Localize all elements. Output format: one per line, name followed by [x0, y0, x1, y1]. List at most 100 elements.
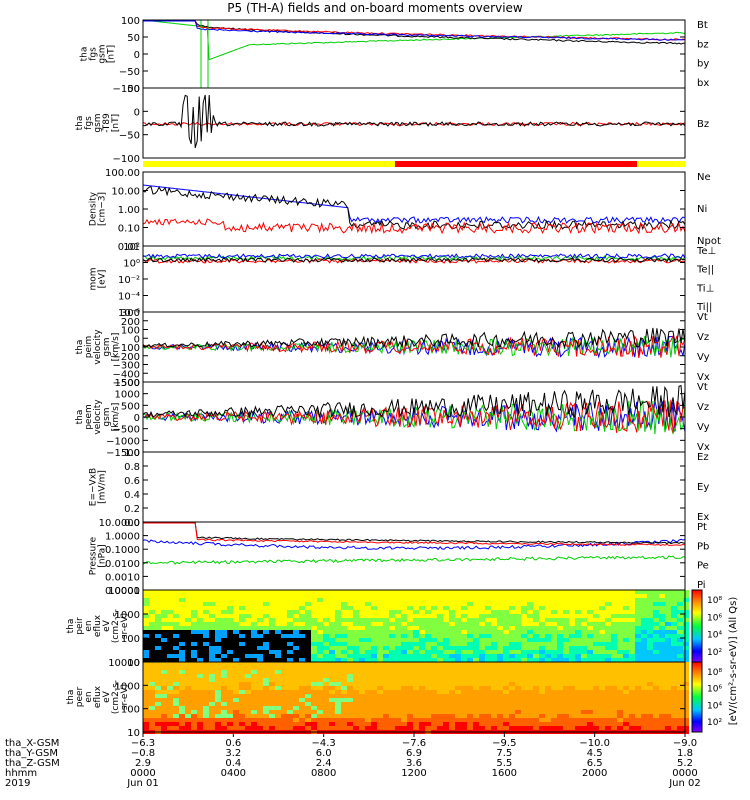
y-tick-label: 10000 — [108, 586, 140, 597]
spectrogram-cell — [275, 718, 281, 722]
spectrogram-cell — [605, 602, 611, 606]
spectrogram-cell — [167, 722, 173, 726]
spectrogram-cell — [281, 646, 287, 650]
spectrogram-cell — [497, 658, 503, 662]
spectrogram-cell — [323, 682, 329, 686]
spectrogram-cell — [173, 722, 179, 726]
spectrogram-cell — [455, 658, 461, 662]
spectrogram-cell — [521, 670, 527, 674]
spectrogram-cell — [299, 682, 305, 686]
spectrogram-cell — [407, 726, 413, 730]
spectrogram-cell — [245, 594, 251, 598]
spectrogram-cell — [167, 690, 173, 694]
spectrogram-cell — [581, 614, 587, 618]
spectrogram-cell — [365, 710, 371, 714]
spectrogram-cell — [629, 658, 635, 662]
spectrogram-cell — [449, 674, 455, 678]
spectrogram-cell — [425, 674, 431, 678]
spectrogram-cell — [299, 718, 305, 722]
spectrogram-cell — [407, 590, 413, 594]
spectrogram-cell — [185, 722, 191, 726]
spectrogram-cell — [647, 710, 653, 714]
spectrogram-cell — [257, 622, 263, 626]
spectrogram-cell — [659, 710, 665, 714]
spectrogram-cell — [371, 622, 377, 626]
spectrogram-cell — [263, 662, 269, 666]
spectrogram-cell — [569, 650, 575, 654]
spectrogram-cell — [599, 618, 605, 622]
spectrogram-cell — [365, 698, 371, 702]
spectrogram-cell — [527, 694, 533, 698]
spectrogram-cell — [665, 638, 671, 642]
spectrogram-cell — [401, 602, 407, 606]
spectrogram-cell — [539, 658, 545, 662]
spectrogram-cell — [203, 698, 209, 702]
spectrogram-cell — [149, 614, 155, 618]
spectrogram-cell — [623, 602, 629, 606]
spectrogram-cell — [491, 726, 497, 730]
spectrogram-cell — [155, 690, 161, 694]
spectrogram-cell — [221, 694, 227, 698]
spectrogram-cell — [491, 654, 497, 658]
spectrogram-cell — [671, 682, 677, 686]
spectrogram-cell — [185, 634, 191, 638]
spectrogram-cell — [431, 602, 437, 606]
spectrogram-cell — [641, 598, 647, 602]
legend-Npot: Npot — [697, 236, 721, 247]
spectrogram-cell — [449, 590, 455, 594]
spectrogram-cell — [257, 634, 263, 638]
spectrogram-cell — [521, 654, 527, 658]
spectrogram-cell — [437, 682, 443, 686]
spectrogram-cell — [143, 634, 149, 638]
spectrogram-cell — [539, 710, 545, 714]
spectrogram-cell — [479, 606, 485, 610]
spectrogram-cell — [203, 722, 209, 726]
spectrogram-cell — [323, 714, 329, 718]
spectrogram-cell — [443, 598, 449, 602]
spectrogram-cell — [455, 726, 461, 730]
spectrogram-cell — [503, 670, 509, 674]
spectrogram-cell — [203, 634, 209, 638]
spectrogram-cell — [461, 718, 467, 722]
spectrogram-cell — [215, 626, 221, 630]
spectrogram-cell — [263, 654, 269, 658]
spectrogram-cell — [167, 614, 173, 618]
spectrogram-cell — [443, 630, 449, 634]
spectrogram-cell — [563, 646, 569, 650]
spectrogram-cell — [353, 706, 359, 710]
spectrogram-cell — [359, 590, 365, 594]
spectrogram-cell — [263, 598, 269, 602]
legend-Ey: Ey — [697, 482, 709, 493]
spectrogram-cell — [485, 642, 491, 646]
spectrogram-cell — [479, 670, 485, 674]
spectrogram-cell — [587, 630, 593, 634]
spectrogram-cell — [575, 610, 581, 614]
spectrogram-cell — [461, 606, 467, 610]
spectrogram-cell — [443, 718, 449, 722]
spectrogram-cell — [281, 622, 287, 626]
legend-by: by — [697, 59, 709, 70]
spectrogram-cell — [317, 714, 323, 718]
spectrogram-cell — [317, 718, 323, 722]
spectrogram-cell — [611, 706, 617, 710]
spectrogram-cell — [329, 594, 335, 598]
spectrogram-cell — [389, 638, 395, 642]
spectrogram-cell — [389, 718, 395, 722]
spectrogram-cell — [323, 666, 329, 670]
spectrogram-cell — [185, 630, 191, 634]
x-tick-label: −4.3 — [312, 738, 336, 749]
spectrogram-cell — [407, 678, 413, 682]
spectrogram-cell — [545, 606, 551, 610]
spectrogram-cell — [449, 634, 455, 638]
spectrogram-cell — [623, 610, 629, 614]
spectrogram-cell — [599, 702, 605, 706]
spectrogram-cell — [221, 698, 227, 702]
spectrogram-cell — [647, 722, 653, 726]
spectrogram-cell — [281, 690, 287, 694]
spectrogram-cell — [623, 618, 629, 622]
series-bt — [142, 94, 686, 148]
spectrogram-cell — [653, 706, 659, 710]
spectrogram-cell — [371, 698, 377, 702]
spectrogram-cell — [371, 714, 377, 718]
spectrogram-cell — [677, 710, 683, 714]
